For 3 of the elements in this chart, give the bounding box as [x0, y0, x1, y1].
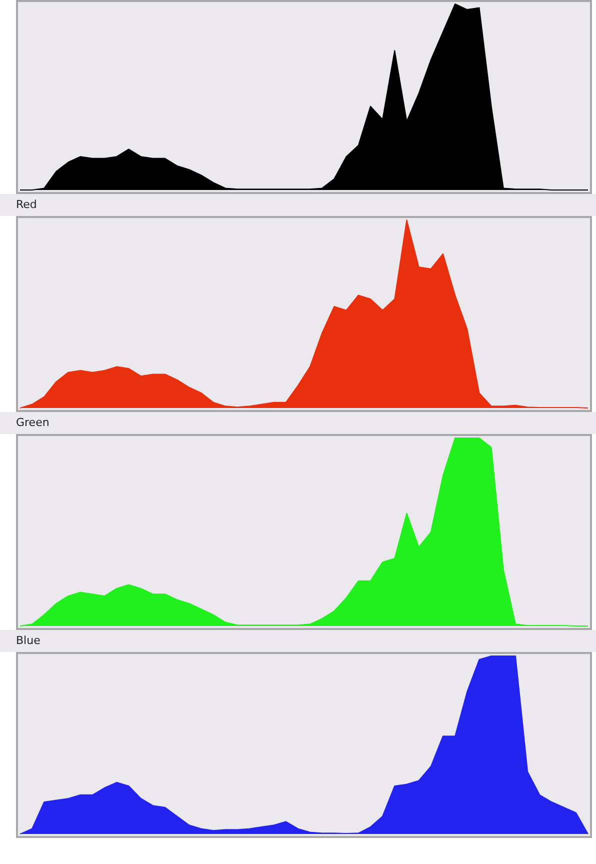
chart-title: Blue [0, 630, 596, 652]
chart-title: Red [0, 194, 596, 216]
chart-title: Green [0, 412, 596, 434]
